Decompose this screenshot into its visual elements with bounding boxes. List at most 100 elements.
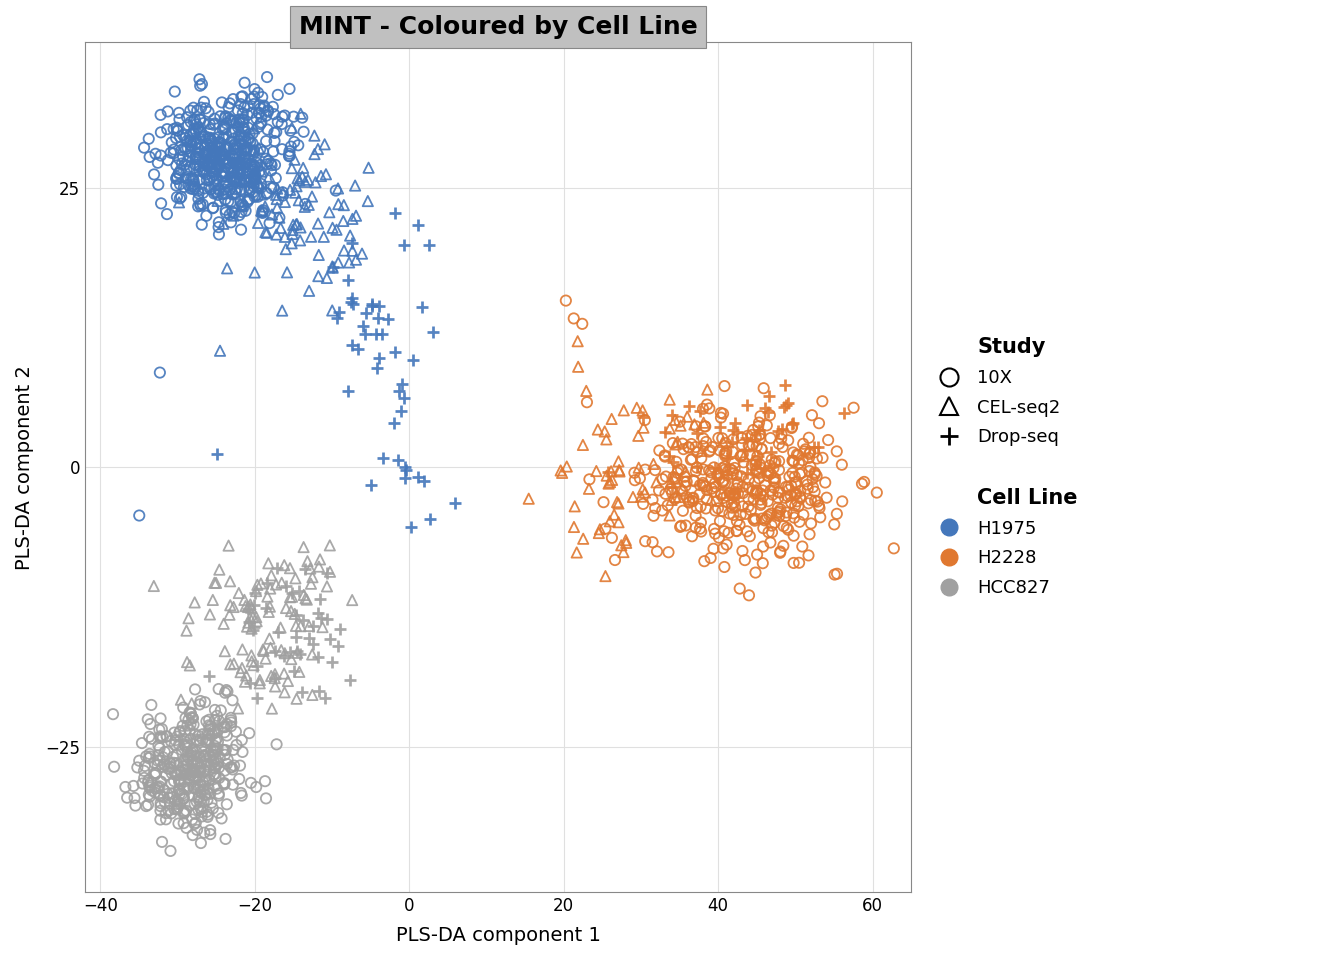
Point xyxy=(271,116,293,132)
Point xyxy=(257,69,278,84)
Point xyxy=(313,229,335,245)
Point xyxy=(308,248,329,263)
Point xyxy=(777,433,798,448)
Point xyxy=(681,451,703,467)
Point xyxy=(208,152,230,167)
Point xyxy=(181,742,203,757)
Point xyxy=(722,500,743,516)
Point xyxy=(731,543,753,559)
Point xyxy=(226,170,247,185)
Point xyxy=(767,491,789,506)
Point xyxy=(230,757,251,773)
Point xyxy=(667,466,688,481)
Point xyxy=(187,769,208,784)
Point xyxy=(298,618,320,634)
Point xyxy=(685,419,707,434)
Point xyxy=(227,165,249,180)
Point xyxy=(616,533,637,548)
Point xyxy=(167,767,188,782)
Point xyxy=(692,477,714,492)
Point xyxy=(669,519,691,535)
Point xyxy=(749,427,770,443)
Point xyxy=(212,616,234,632)
Point xyxy=(722,466,743,481)
Point xyxy=(220,712,242,728)
Point xyxy=(231,660,253,676)
Point xyxy=(337,383,359,398)
Point xyxy=(231,175,253,190)
Point xyxy=(280,123,301,138)
Point xyxy=(208,181,230,197)
Point xyxy=(655,447,676,463)
Point xyxy=(177,178,199,193)
Point xyxy=(207,756,228,771)
Point xyxy=(282,227,304,242)
Point xyxy=(141,775,163,790)
Point xyxy=(246,164,267,180)
Point xyxy=(255,651,277,666)
Point xyxy=(194,180,215,196)
Point xyxy=(789,489,810,504)
Point xyxy=(168,781,190,797)
Point xyxy=(781,417,802,432)
Point xyxy=(738,588,759,603)
Point xyxy=(199,722,220,737)
Point xyxy=(165,171,187,186)
Point xyxy=(746,486,767,501)
Point xyxy=(714,472,735,488)
Point xyxy=(149,812,171,828)
Point xyxy=(265,666,286,682)
Point xyxy=(258,556,280,571)
Point xyxy=(712,434,734,449)
Point xyxy=(214,747,235,762)
Point xyxy=(271,109,293,125)
Point xyxy=(726,523,747,539)
Point xyxy=(168,165,190,180)
Point xyxy=(206,752,227,767)
Point xyxy=(210,750,231,765)
Point xyxy=(153,756,175,772)
Point xyxy=(195,145,216,160)
Point xyxy=(759,407,781,422)
Point xyxy=(169,796,191,811)
Point xyxy=(750,486,771,501)
Point xyxy=(215,742,237,757)
Point xyxy=(759,483,781,498)
Point xyxy=(180,171,202,186)
Point xyxy=(173,768,195,783)
Point xyxy=(644,500,665,516)
Point xyxy=(255,601,277,616)
Point xyxy=(722,487,743,502)
Point xyxy=(168,166,190,181)
Point xyxy=(683,493,704,509)
Point xyxy=(122,779,144,794)
Point xyxy=(395,462,417,477)
Point xyxy=(711,431,732,446)
Point xyxy=(809,510,831,525)
Point xyxy=(234,174,255,189)
Point xyxy=(214,110,235,126)
Point xyxy=(685,508,707,523)
Point xyxy=(208,759,230,775)
Point xyxy=(594,423,616,439)
Point xyxy=(171,692,192,708)
Point xyxy=(191,804,212,820)
Point xyxy=(173,815,195,830)
Point xyxy=(183,181,204,197)
Point xyxy=(188,185,210,201)
Point xyxy=(188,728,210,743)
Point xyxy=(258,154,280,169)
Point xyxy=(185,116,207,132)
Point xyxy=(641,492,663,507)
Point xyxy=(203,760,224,776)
Point xyxy=(200,795,222,810)
Point xyxy=(715,445,737,461)
Point xyxy=(767,505,789,520)
Point xyxy=(169,191,191,206)
Point xyxy=(185,781,207,797)
Point xyxy=(176,766,198,781)
Point xyxy=(296,592,317,608)
Point xyxy=(308,216,329,231)
Point xyxy=(663,436,684,451)
Point xyxy=(593,494,614,510)
